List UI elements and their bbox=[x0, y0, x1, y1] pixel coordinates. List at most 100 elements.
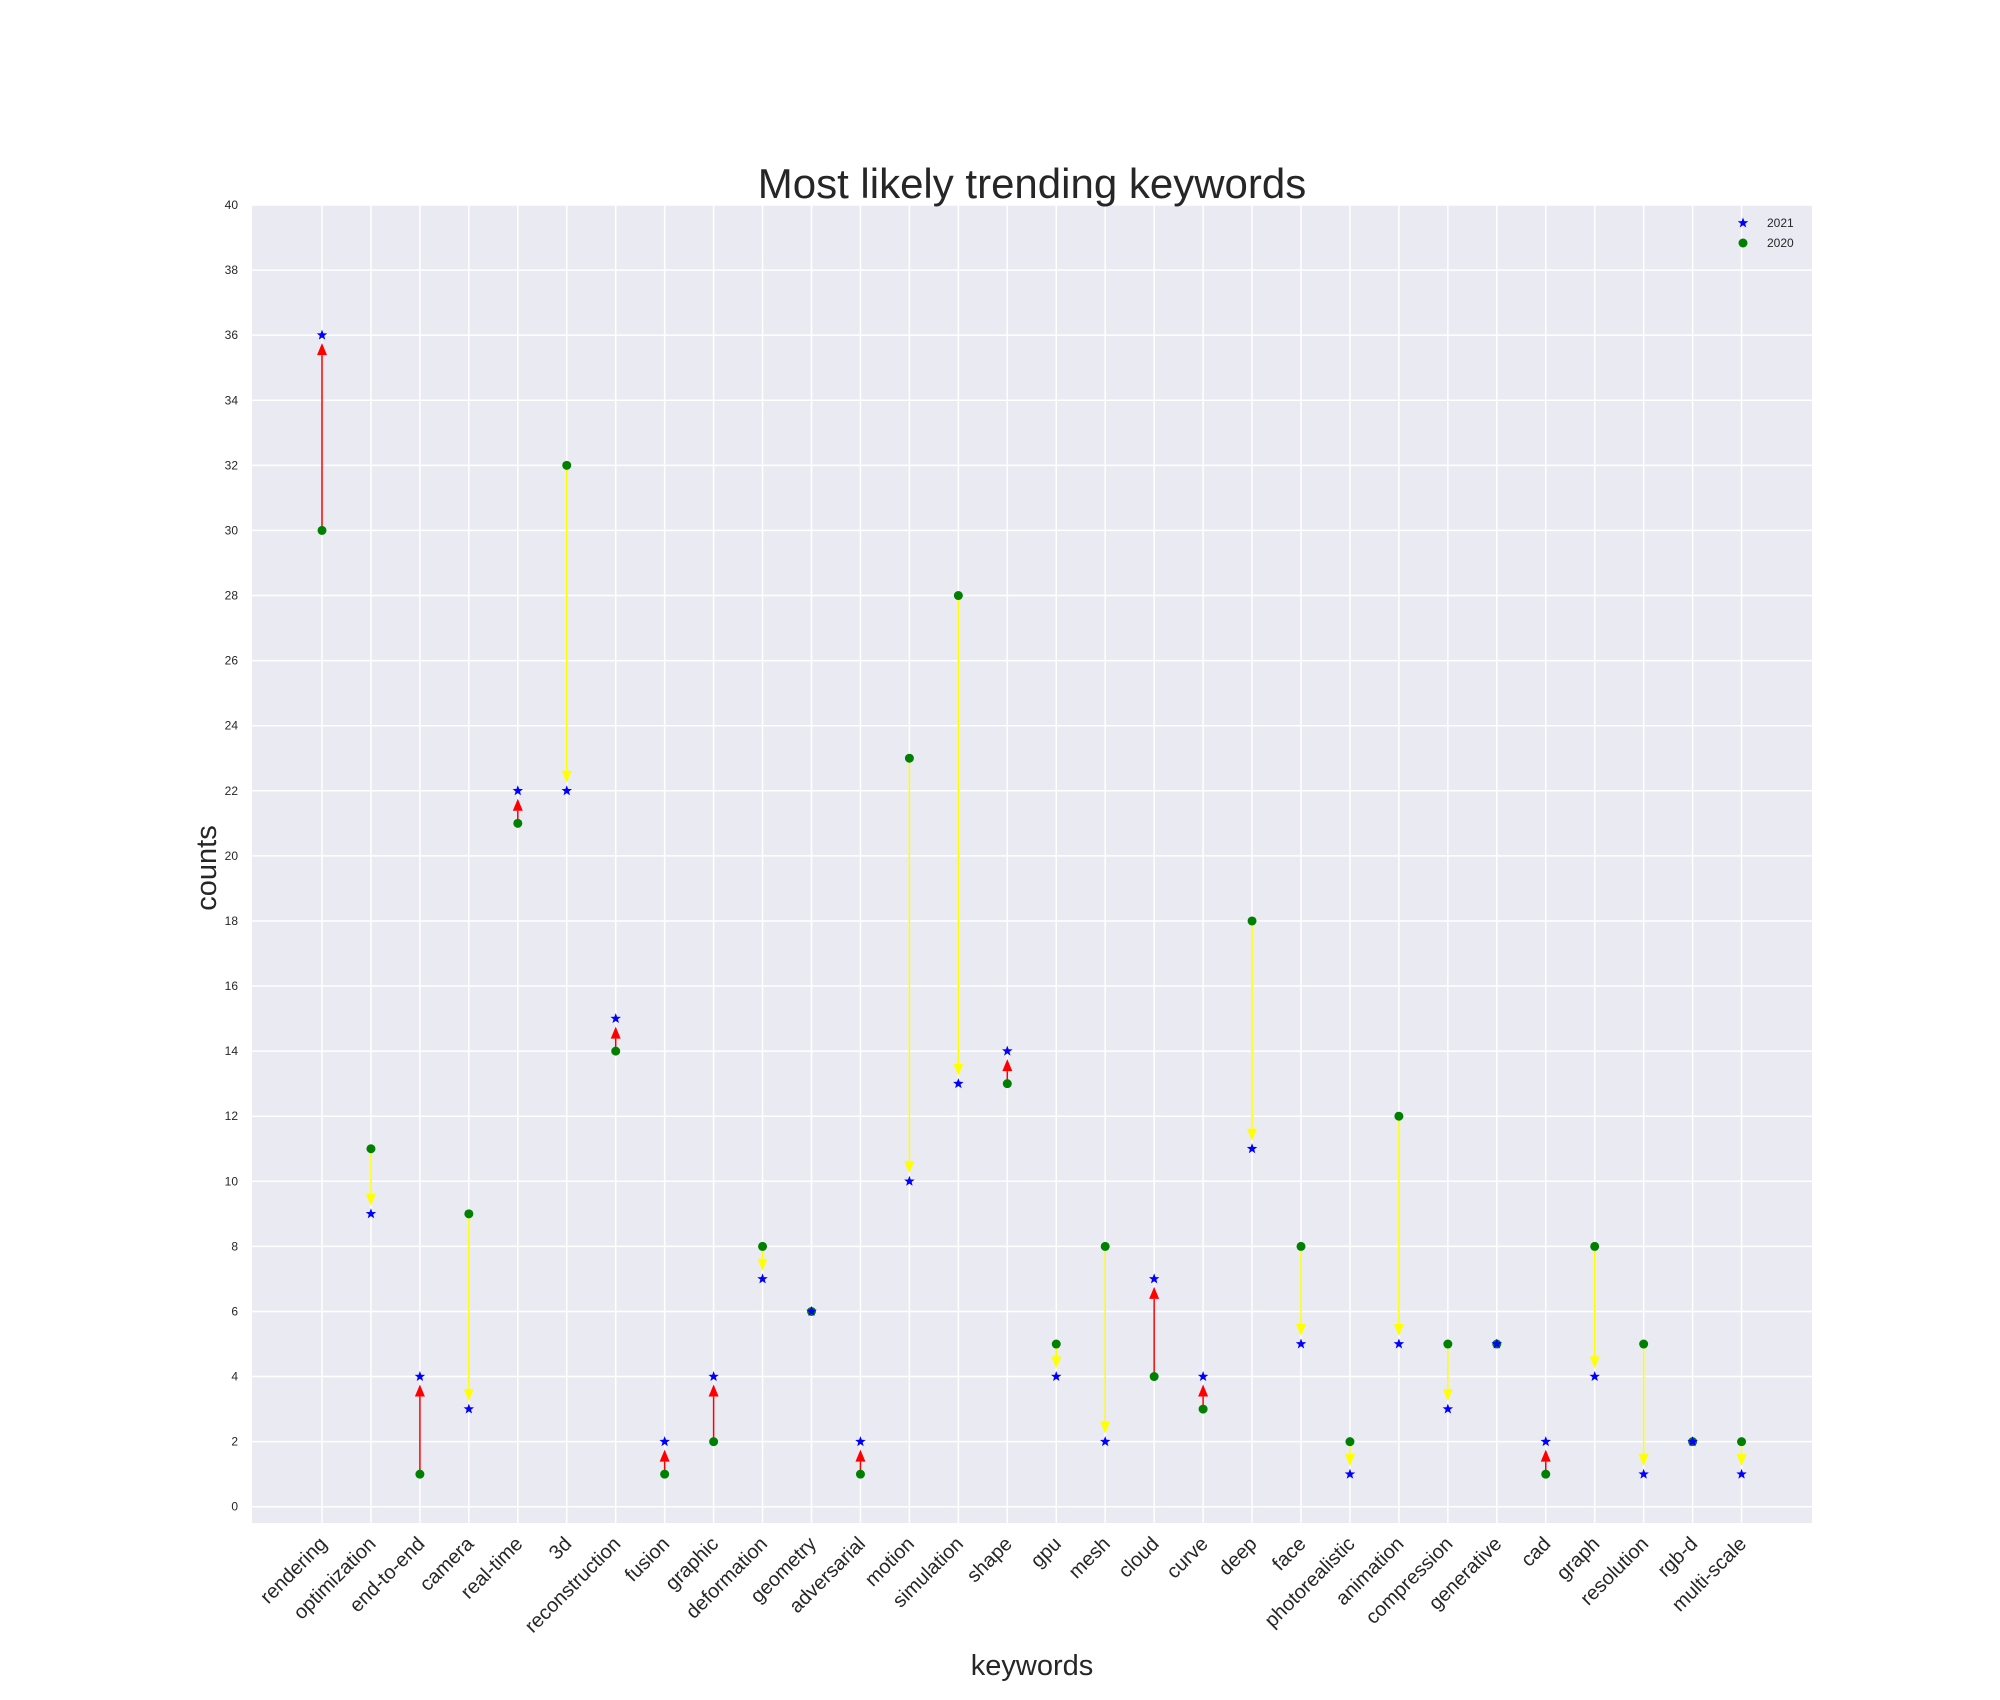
point-2020 bbox=[758, 1241, 768, 1251]
series-2021-points bbox=[316, 329, 1747, 1479]
point-2021 bbox=[1197, 1371, 1209, 1382]
y-tick-label: 38 bbox=[225, 263, 239, 277]
point-2020 bbox=[513, 818, 523, 828]
point-2020 bbox=[1394, 1111, 1404, 1121]
point-2021 bbox=[1638, 1468, 1649, 1479]
y-tick-label: 18 bbox=[225, 914, 239, 928]
point-2021 bbox=[1393, 1338, 1405, 1349]
point-2021 bbox=[855, 1436, 866, 1447]
arrow-head bbox=[561, 770, 572, 783]
point-2020 bbox=[1345, 1437, 1355, 1447]
y-tick-label: 40 bbox=[225, 198, 239, 212]
y-tick-label: 8 bbox=[231, 1239, 238, 1253]
y-tick-label: 2 bbox=[231, 1435, 238, 1449]
point-2020 bbox=[660, 1469, 670, 1479]
point-2021 bbox=[561, 785, 572, 796]
x-tick-label: 3d bbox=[545, 1533, 576, 1564]
arrow-head bbox=[1638, 1454, 1649, 1467]
point-2021 bbox=[1442, 1403, 1454, 1414]
arrow-head bbox=[659, 1449, 670, 1462]
point-2020 bbox=[1443, 1339, 1453, 1349]
y-tick-label: 24 bbox=[225, 719, 239, 733]
arrow-head bbox=[317, 343, 327, 356]
point-2021 bbox=[757, 1273, 768, 1284]
y-tick-label: 0 bbox=[231, 1500, 238, 1514]
point-2021 bbox=[806, 1305, 817, 1316]
point-2021 bbox=[1148, 1273, 1160, 1284]
arrow-head bbox=[1002, 1059, 1013, 1072]
point-2021 bbox=[316, 329, 328, 340]
point-2020 bbox=[317, 525, 327, 535]
x-tick-label: cad bbox=[1517, 1533, 1555, 1571]
y-axis-label: counts bbox=[191, 825, 223, 910]
point-2020 bbox=[1002, 1079, 1012, 1089]
point-2021 bbox=[1687, 1436, 1698, 1447]
y-tick-label: 32 bbox=[225, 458, 239, 472]
point-2020 bbox=[1737, 1437, 1747, 1447]
legend-circle-marker bbox=[1738, 238, 1748, 248]
point-2021 bbox=[1246, 1143, 1258, 1154]
point-2021 bbox=[953, 1078, 964, 1089]
arrow-head bbox=[1149, 1286, 1160, 1299]
change-arrows bbox=[317, 343, 1747, 1475]
point-2021 bbox=[1344, 1468, 1356, 1479]
point-2021 bbox=[1491, 1338, 1503, 1349]
point-2020 bbox=[1296, 1241, 1306, 1251]
y-tick-label: 16 bbox=[225, 979, 239, 993]
x-axis-label: keywords bbox=[971, 1650, 1094, 1682]
legend: 2021 2020 bbox=[1737, 216, 1794, 250]
point-2021 bbox=[1295, 1338, 1307, 1349]
x-tick-label: cloud bbox=[1114, 1533, 1163, 1582]
point-2020 bbox=[953, 591, 963, 601]
x-tick-label: face bbox=[1268, 1533, 1310, 1575]
y-tick-label: 30 bbox=[225, 523, 239, 537]
y-tick-label: 4 bbox=[231, 1370, 238, 1384]
point-2020 bbox=[1639, 1339, 1649, 1349]
point-2020 bbox=[1100, 1241, 1110, 1251]
point-2020 bbox=[464, 1209, 474, 1219]
arrow-head bbox=[365, 1193, 376, 1206]
point-2020 bbox=[1247, 916, 1257, 926]
point-2021 bbox=[904, 1175, 915, 1186]
plot-background bbox=[252, 205, 1812, 1523]
y-tick-label: 20 bbox=[225, 849, 239, 863]
arrow-head bbox=[1100, 1421, 1111, 1434]
point-2020 bbox=[1051, 1339, 1061, 1349]
point-2021 bbox=[1002, 1045, 1013, 1056]
arrow-head bbox=[414, 1384, 425, 1397]
x-tick-labels: renderingoptimizationend-to-endcamerarea… bbox=[256, 1532, 1751, 1637]
point-2021 bbox=[1589, 1371, 1600, 1382]
y-tick-label: 10 bbox=[225, 1174, 239, 1188]
point-2020 bbox=[709, 1437, 719, 1447]
legend-label-2021: 2021 bbox=[1767, 216, 1794, 230]
x-tick-label: shape bbox=[963, 1533, 1017, 1587]
chart-title: Most likely trending keywords bbox=[758, 160, 1307, 207]
arrow-head bbox=[1442, 1389, 1453, 1402]
arrow-head bbox=[904, 1161, 915, 1174]
point-2021 bbox=[659, 1436, 670, 1447]
point-2020 bbox=[611, 1046, 621, 1056]
y-tick-label: 28 bbox=[225, 589, 239, 603]
arrow-head bbox=[1198, 1384, 1209, 1397]
y-tick-label: 14 bbox=[225, 1044, 239, 1058]
legend-star-marker bbox=[1737, 217, 1749, 228]
y-tick-label: 22 bbox=[225, 784, 239, 798]
point-2020 bbox=[366, 1144, 376, 1154]
point-2020 bbox=[904, 753, 914, 763]
arrow-head bbox=[1247, 1128, 1258, 1141]
point-2021 bbox=[365, 1208, 377, 1219]
arrow-head bbox=[1296, 1324, 1306, 1337]
point-2021 bbox=[1540, 1436, 1551, 1447]
x-tick-label: gpu bbox=[1027, 1533, 1066, 1572]
point-2021 bbox=[1736, 1468, 1747, 1479]
point-2021 bbox=[1051, 1371, 1062, 1382]
legend-label-2020: 2020 bbox=[1767, 236, 1794, 250]
y-tick-label: 6 bbox=[231, 1304, 238, 1318]
x-tick-label: deep bbox=[1215, 1533, 1262, 1580]
arrow-head bbox=[953, 1063, 964, 1076]
point-2021 bbox=[414, 1371, 426, 1382]
y-tick-label: 36 bbox=[225, 328, 239, 342]
point-2020 bbox=[562, 460, 572, 470]
